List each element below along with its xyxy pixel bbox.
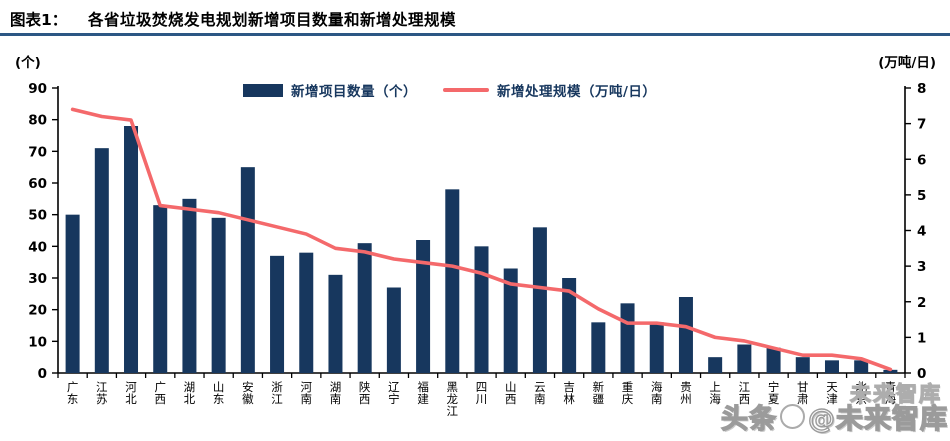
bar-湖北 <box>182 198 197 373</box>
x-label-广东: 广东 <box>67 380 79 406</box>
bar-四川 <box>474 246 489 373</box>
left-axis-unit-label: (个) <box>15 55 41 71</box>
bar-广西 <box>153 205 168 373</box>
x-label-陕西: 陕西 <box>359 380 371 406</box>
bar-山西 <box>503 268 518 373</box>
x-label-云南: 云南 <box>534 380 546 406</box>
x-label-海南: 海南 <box>651 380 663 406</box>
x-label-福建: 福建 <box>417 380 429 406</box>
line-series <box>70 107 893 372</box>
x-label-重庆: 重庆 <box>622 380 634 406</box>
right-axis-tick: 6 <box>917 152 926 168</box>
legend-line-label: 新增处理规模（万吨/日） <box>497 84 657 100</box>
bar-北京 <box>854 360 869 373</box>
bar-贵州 <box>678 297 693 373</box>
left-axis-tick: 50 <box>28 208 47 224</box>
left-axis-tick: 80 <box>28 113 47 129</box>
bar-上海 <box>708 357 723 373</box>
bar-辽宁 <box>386 287 401 373</box>
x-label-青海: 青海 <box>885 380 897 406</box>
x-label-天津: 天津 <box>826 380 838 406</box>
axis-tick-labels: 0 10 20 30 40 50 60 70 80 90 0 1 2 3 4 5 6 7 8 <box>28 81 926 382</box>
x-label-湖北: 湖北 <box>184 380 196 406</box>
x-label-辽宁: 辽宁 <box>388 380 400 406</box>
x-label-浙江: 浙江 <box>271 380 283 406</box>
bar-江西 <box>737 344 752 373</box>
x-label-吉林: 吉林 <box>563 380 575 406</box>
legend-line-swatch-icon <box>443 88 489 92</box>
processing-scale-line <box>70 107 893 372</box>
bar-青海 <box>883 369 898 373</box>
bar-吉林 <box>562 278 577 373</box>
legend-bar-swatch-icon <box>243 83 283 97</box>
x-label-山东: 山东 <box>213 380 225 406</box>
x-label-河南: 河南 <box>301 380 313 406</box>
bar-重庆 <box>620 303 635 373</box>
left-axis-tick: 90 <box>28 81 47 97</box>
left-axis-tick: 0 <box>38 366 47 382</box>
bar-海南 <box>649 322 664 373</box>
right-axis-tick: 3 <box>917 259 926 275</box>
x-label-湖南: 湖南 <box>330 380 342 406</box>
bar-福建 <box>416 240 431 373</box>
left-axis-tick: 60 <box>28 176 47 192</box>
x-label-安徽: 安徽 <box>242 380 254 406</box>
bar-新疆 <box>591 322 606 373</box>
x-label-河北: 河北 <box>125 380 137 406</box>
x-label-北京: 北京 <box>855 380 867 406</box>
left-axis-tick: 40 <box>28 239 47 255</box>
right-axis-tick: 5 <box>917 188 926 204</box>
bar-宁夏 <box>766 347 781 373</box>
bars-series <box>65 126 898 373</box>
bar-江苏 <box>94 148 109 373</box>
bar-湖南 <box>328 274 343 373</box>
legend-bar-label: 新增项目数量（个） <box>291 84 417 100</box>
x-label-江西: 江西 <box>739 380 751 406</box>
bar-云南 <box>532 227 547 373</box>
bar-河南 <box>299 252 314 373</box>
bar-广东 <box>65 214 80 373</box>
bar-山东 <box>211 217 226 373</box>
figure-tag: 图表1： <box>10 11 68 29</box>
x-label-上海: 上海 <box>709 380 721 406</box>
bar-天津 <box>824 360 839 373</box>
figure-header: 图表1： 各省垃圾焚烧发电规划新增项目数量和新增处理规模 <box>0 6 950 32</box>
left-axis-tick: 70 <box>28 144 47 160</box>
title-underline <box>0 33 950 36</box>
chart-legend: 新增项目数量（个） 新增处理规模（万吨/日） <box>243 80 656 100</box>
bar-黑龙江 <box>445 189 460 373</box>
bar-陕西 <box>357 243 372 373</box>
left-axis-tick: 20 <box>28 303 47 319</box>
x-label-宁夏: 宁夏 <box>768 380 780 406</box>
right-axis-tick: 2 <box>917 295 926 311</box>
x-label-新疆: 新疆 <box>593 380 605 406</box>
page-title: 各省垃圾焚烧发电规划新增项目数量和新增处理规模 <box>88 11 457 29</box>
right-axis-tick: 8 <box>917 81 926 97</box>
x-label-贵州: 贵州 <box>680 380 692 406</box>
right-axis-tick: 7 <box>917 117 926 133</box>
bar-浙江 <box>270 255 285 373</box>
x-label-四川: 四川 <box>476 380 488 406</box>
right-axis-tick: 4 <box>917 224 926 240</box>
x-label-江苏: 江苏 <box>96 380 108 406</box>
x-label-广西: 广西 <box>154 380 166 406</box>
bar-河北 <box>124 126 139 373</box>
left-axis-tick: 30 <box>28 271 47 287</box>
x-label-甘肃: 甘肃 <box>797 380 809 406</box>
left-axis-tick: 10 <box>28 334 47 350</box>
x-label-山西: 山西 <box>505 380 517 406</box>
bar-安徽 <box>240 167 255 373</box>
bar-甘肃 <box>795 357 810 373</box>
x-label-黑龙江: 黑龙江 <box>447 380 459 418</box>
right-axis-tick: 0 <box>917 366 926 382</box>
right-axis-unit-label: (万吨/日) <box>878 55 936 71</box>
right-axis-tick: 1 <box>917 330 926 346</box>
